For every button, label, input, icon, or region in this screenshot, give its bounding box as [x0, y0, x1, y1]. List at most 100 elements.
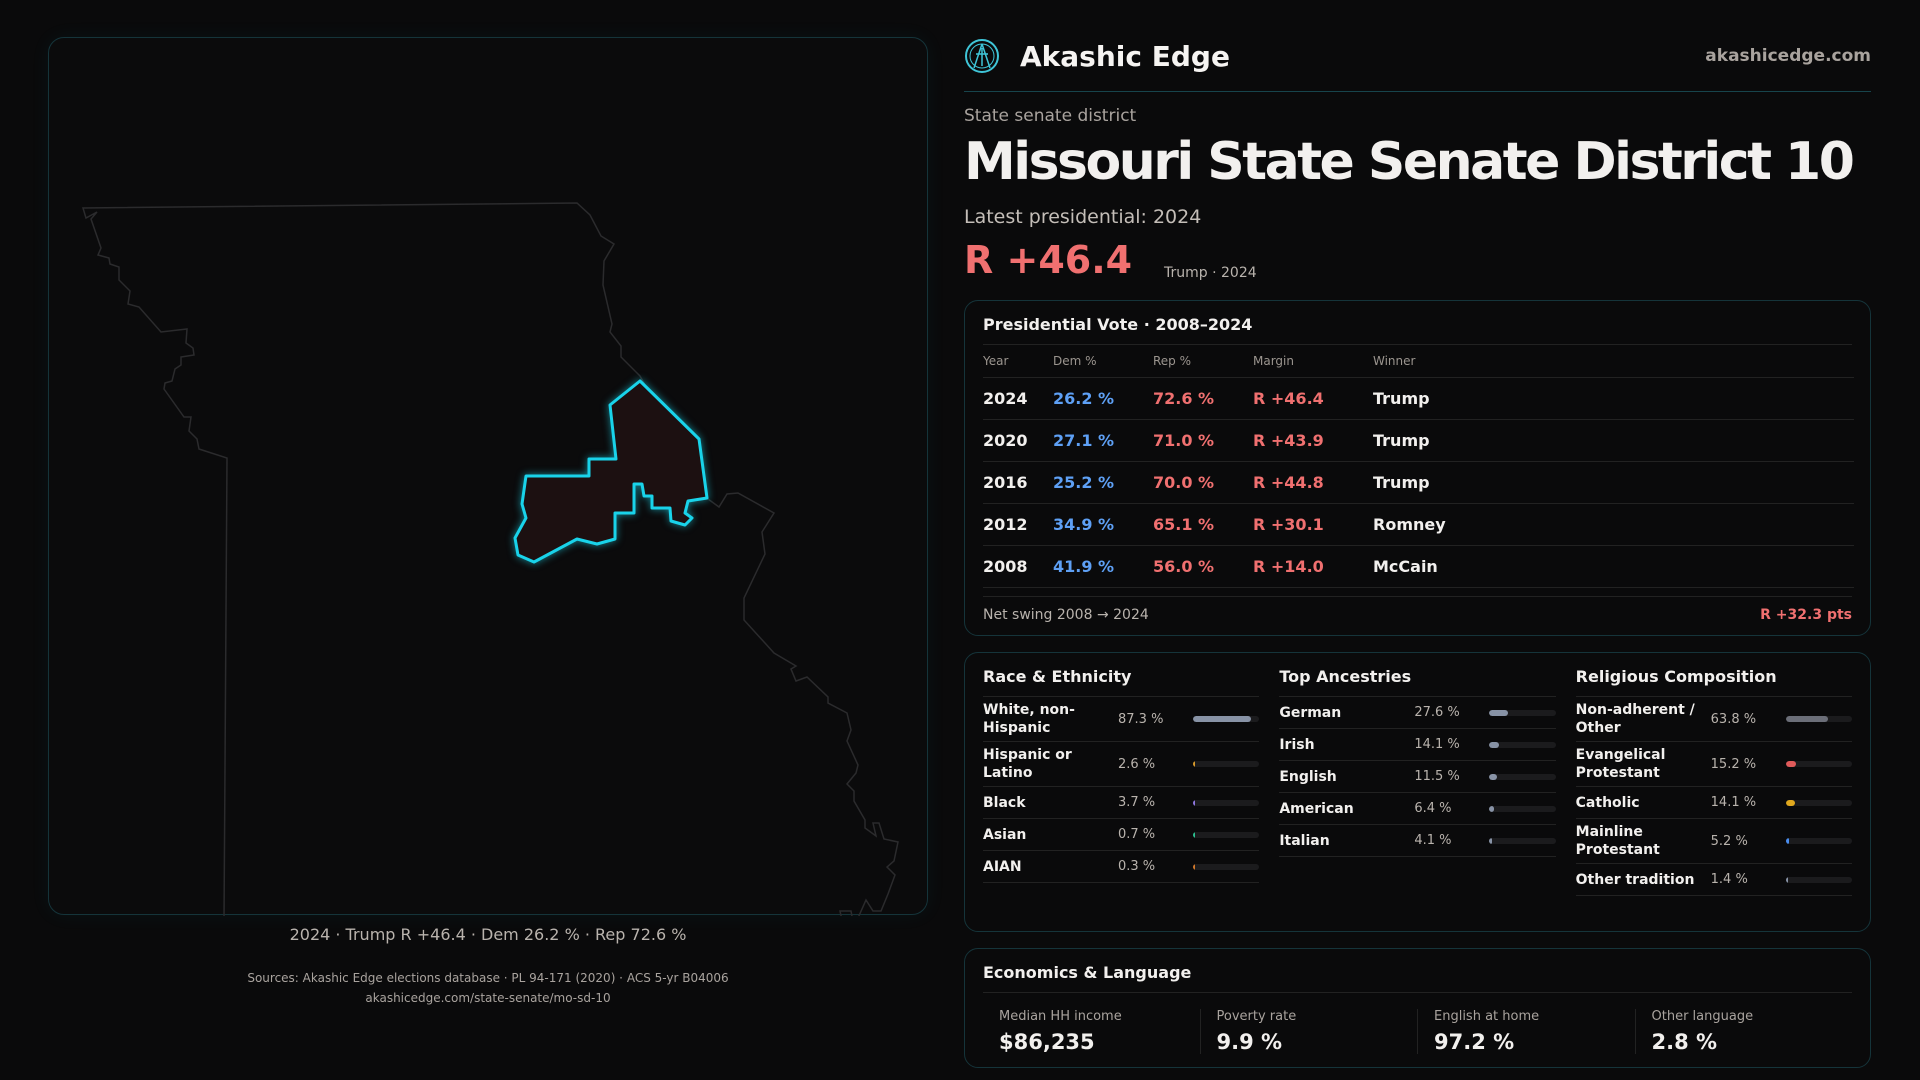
stat-label: English at home	[1434, 1009, 1540, 1024]
share-bar-fill	[1785, 761, 1796, 767]
race-column: Race & Ethnicity White, non-Hispanic 87.3 …	[983, 653, 1260, 896]
religion-row: Catholic 14.1 %	[1575, 787, 1852, 819]
race-row: White, non-Hispanic 87.3 %	[983, 697, 1260, 742]
presidential-card: Presidential Vote · 2008–2024 Year Dem % R…	[964, 300, 1871, 636]
share-bar	[1489, 741, 1556, 748]
rep-cell: 70.0 %	[1153, 461, 1253, 504]
district-10-shape[interactable]	[513, 379, 709, 564]
row-value: 1.4 %	[1710, 872, 1748, 887]
share-bar	[1489, 773, 1556, 780]
sources-url[interactable]: akashicedge.com/state-senate/mo-sd-10	[365, 991, 611, 1005]
margin-cell: R +30.1	[1253, 503, 1373, 546]
share-bar	[1193, 799, 1260, 806]
row-value: 87.3 %	[1118, 711, 1164, 727]
rep-cell: 56.0 %	[1153, 545, 1253, 588]
margin-cell: R +44.8	[1253, 461, 1373, 504]
row-value: 2.6 %	[1118, 756, 1156, 772]
ancestry-row: English 11.5 %	[1279, 761, 1556, 793]
page-kicker: State senate district	[964, 106, 1137, 126]
dem-cell: 25.2 %	[1053, 461, 1153, 504]
map-panel[interactable]	[48, 37, 929, 916]
economics-stat: Other language 2.8 %	[1634, 1009, 1853, 1054]
religion-column: Religious Composition Non-adherent / Othe…	[1575, 653, 1852, 896]
column-header: Winner	[1373, 345, 1854, 378]
winner-cell: Trump	[1373, 377, 1854, 420]
rep-cell: 71.0 %	[1153, 419, 1253, 462]
row-label: Mainline Protestant	[1575, 824, 1660, 858]
site-link[interactable]: akashicedge.com	[1705, 46, 1871, 66]
ancestry-row: Irish 14.1 %	[1279, 729, 1556, 761]
winner-cell: McCain	[1373, 545, 1854, 588]
row-label: Black	[983, 794, 1026, 811]
net-swing-label: Net swing 2008 → 2024	[983, 606, 1149, 623]
stat-value: 97.2 %	[1434, 1030, 1515, 1054]
row-value: 4.1 %	[1414, 833, 1452, 848]
brand[interactable]: Akashic Edge	[964, 38, 1230, 74]
dem-cell: 27.1 %	[1053, 419, 1153, 462]
dem-cell: 41.9 %	[1053, 545, 1153, 588]
row-value: 6.4 %	[1414, 801, 1452, 816]
share-bar	[1193, 761, 1260, 767]
row-value: 14.1 %	[1710, 795, 1757, 810]
presidential-title: Presidential Vote · 2008–2024	[983, 315, 1253, 334]
share-bar-fill	[1193, 799, 1196, 806]
race-row: Hispanic or Latino 2.6 %	[983, 742, 1260, 787]
stat-value: $86,235	[999, 1030, 1095, 1054]
table-row: 2020 27.1 % 71.0 % R +43.9 Trump	[983, 419, 1854, 462]
net-swing-row: Net swing 2008 → 2024 R +32.3 pts	[983, 595, 1852, 623]
map-caption: 2024 · Trump R +46.4 · Dem 26.2 % · Rep …	[289, 925, 687, 944]
row-value: 11.5 %	[1414, 769, 1460, 784]
stat-label: Poverty rate	[1216, 1009, 1297, 1024]
header-divider	[964, 91, 1871, 92]
ancestry-title: Top Ancestries	[1279, 653, 1556, 697]
year-cell: 2012	[983, 503, 1053, 546]
winner-cell: Romney	[1373, 503, 1854, 546]
row-value: 63.8 %	[1710, 711, 1757, 727]
share-bar	[1193, 716, 1260, 722]
row-value: 5.2 %	[1710, 833, 1748, 849]
row-label: English	[1279, 768, 1337, 785]
share-bar	[1489, 805, 1556, 812]
race-row: Asian 0.7 %	[983, 819, 1260, 851]
margin-cell: R +14.0	[1253, 545, 1373, 588]
row-value: 0.7 %	[1118, 827, 1156, 842]
stat-value: 2.8 %	[1651, 1030, 1718, 1054]
demographics-card: Race & Ethnicity White, non-Hispanic 87.3 …	[964, 652, 1871, 932]
year-cell: 2020	[983, 419, 1053, 462]
share-bar	[1193, 831, 1260, 838]
year-cell: 2024	[983, 377, 1053, 420]
economics-title: Economics & Language	[983, 963, 1192, 982]
share-bar-fill	[1785, 716, 1828, 722]
religion-row: Other tradition 1.4 %	[1575, 864, 1852, 896]
ancestry-row: Italian 4.1 %	[1279, 825, 1556, 857]
share-bar-fill	[1489, 805, 1494, 812]
column-header: Rep %	[1153, 345, 1253, 378]
share-bar-fill	[1785, 876, 1788, 883]
sources-note: Sources: Akashic Edge elections database…	[48, 968, 928, 1008]
rep-cell: 72.6 %	[1153, 377, 1253, 420]
page-title: Missouri State Senate District 10	[964, 132, 1855, 192]
ancestry-column: Top Ancestries German 27.6 % Irish 14.1 % Eng…	[1279, 653, 1556, 896]
share-bar	[1785, 876, 1852, 883]
share-bar	[1785, 761, 1852, 767]
share-bar-fill	[1193, 831, 1195, 838]
share-bar	[1785, 716, 1852, 722]
religion-title: Religious Composition	[1575, 653, 1852, 697]
row-label: Evangelical Protestant	[1575, 747, 1666, 781]
row-value: 14.1 %	[1414, 737, 1460, 752]
row-label: American	[1279, 800, 1354, 817]
column-header: Dem %	[1053, 345, 1153, 378]
year-cell: 2008	[983, 545, 1053, 588]
margin-cell: R +46.4	[1253, 377, 1373, 420]
dem-cell: 34.9 %	[1053, 503, 1153, 546]
share-bar-fill	[1489, 709, 1508, 716]
district-map[interactable]	[49, 38, 929, 916]
row-value: 0.3 %	[1118, 859, 1156, 874]
rep-cell: 65.1 %	[1153, 503, 1253, 546]
row-value: 27.6 %	[1414, 705, 1460, 720]
religion-row: Non-adherent / Other 63.8 %	[1575, 697, 1852, 742]
latest-margin: R +46.4	[964, 238, 1133, 282]
row-label: White, non-Hispanic	[983, 702, 1075, 736]
race-row: AIAN 0.3 %	[983, 851, 1260, 883]
race-title: Race & Ethnicity	[983, 653, 1260, 697]
